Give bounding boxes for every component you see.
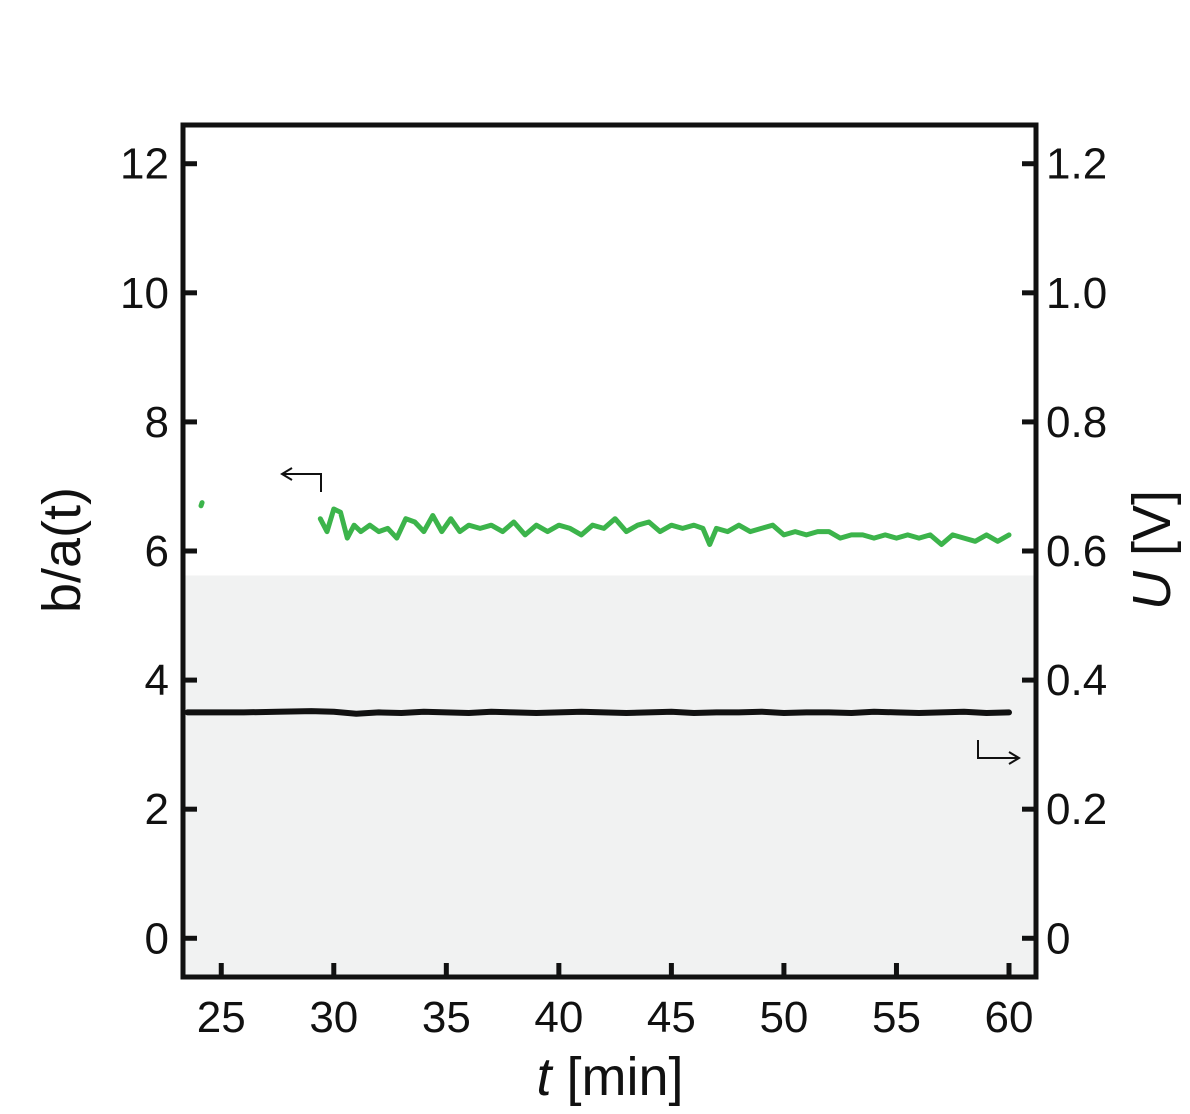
series-line-b-over-a [198, 500, 205, 509]
y-right-tick-label: 1.0 [1046, 269, 1107, 318]
x-axis-title-unit: [min] [551, 1047, 683, 1107]
x-tick-label: 35 [422, 993, 471, 1042]
y-right-axis-title-unit: [V] [1122, 490, 1182, 571]
y-left-axis-title: b/a(t) [32, 487, 92, 613]
x-tick-label: 60 [985, 993, 1034, 1042]
y-right-axis-title-var: U [1122, 570, 1182, 610]
y-right-tick-label: 0 [1046, 914, 1070, 963]
y-left-tick-label: 4 [145, 656, 169, 705]
x-tick-label: 30 [309, 993, 358, 1042]
series-line-b-over-a [317, 506, 1012, 547]
y-left-tick-label: 10 [120, 269, 169, 318]
annotations-layer [280, 467, 1021, 765]
x-tick-label: 50 [759, 993, 808, 1042]
y-right-tick-label: 0.6 [1046, 527, 1107, 576]
x-tick-label: 40 [534, 993, 583, 1042]
y-left-tick-label: 8 [145, 398, 169, 447]
shaded-region [183, 575, 1036, 977]
x-tick-label: 45 [647, 993, 696, 1042]
y-right-tick-label: 0.8 [1046, 398, 1107, 447]
x-tick-label: 25 [197, 993, 246, 1042]
y-left-tick-label: 12 [120, 140, 169, 189]
x-axis-title: t [min] [536, 1047, 683, 1107]
arrow-left-axis [284, 473, 322, 492]
y-right-tick-label: 1.2 [1046, 140, 1107, 189]
series-line-U [184, 708, 1012, 717]
arrow-right-axis [977, 740, 1017, 759]
x-tick-label: 55 [872, 993, 921, 1042]
y-right-axis-title: U [V] [1122, 490, 1182, 610]
arrow-right-axis-head [1008, 751, 1021, 765]
y-right-tick-label: 0.4 [1046, 656, 1107, 705]
y-left-tick-label: 6 [145, 527, 169, 576]
x-axis-title-var: t [536, 1047, 553, 1107]
y-right-tick-label: 0.2 [1046, 785, 1107, 834]
ticks-layer: 25 30 35 40 45 50 55 6002468101200.20.40.60.81.… [120, 140, 1107, 1042]
y-left-tick-label: 2 [145, 785, 169, 834]
series-layer [184, 500, 1012, 717]
shaded-region-layer [183, 575, 1036, 977]
arrow-left-axis-head [280, 467, 293, 481]
y-left-tick-label: 0 [145, 914, 169, 963]
